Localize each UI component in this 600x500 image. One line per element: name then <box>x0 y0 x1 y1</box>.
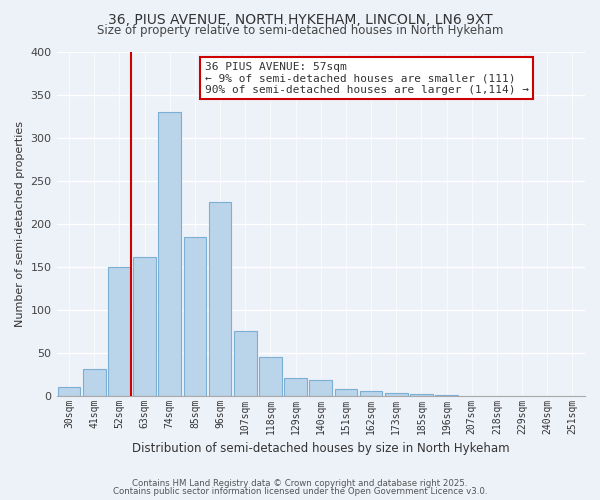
Bar <box>209 202 232 396</box>
Bar <box>435 395 458 396</box>
Text: 36 PIUS AVENUE: 57sqm
← 9% of semi-detached houses are smaller (111)
90% of semi: 36 PIUS AVENUE: 57sqm ← 9% of semi-detac… <box>205 62 529 95</box>
Bar <box>184 238 206 396</box>
Y-axis label: Number of semi-detached properties: Number of semi-detached properties <box>15 120 25 326</box>
Bar <box>284 378 307 396</box>
Text: Contains public sector information licensed under the Open Government Licence v3: Contains public sector information licen… <box>113 487 487 496</box>
Bar <box>360 392 382 396</box>
Text: Contains HM Land Registry data © Crown copyright and database right 2025.: Contains HM Land Registry data © Crown c… <box>132 478 468 488</box>
Bar <box>385 393 407 396</box>
Bar <box>259 357 282 396</box>
Text: Size of property relative to semi-detached houses in North Hykeham: Size of property relative to semi-detach… <box>97 24 503 37</box>
Bar <box>234 331 257 396</box>
Bar <box>108 266 131 396</box>
Bar <box>310 380 332 396</box>
Bar <box>133 257 156 396</box>
Bar <box>410 394 433 396</box>
X-axis label: Distribution of semi-detached houses by size in North Hykeham: Distribution of semi-detached houses by … <box>132 442 509 455</box>
Bar <box>58 387 80 396</box>
Text: 36, PIUS AVENUE, NORTH HYKEHAM, LINCOLN, LN6 9XT: 36, PIUS AVENUE, NORTH HYKEHAM, LINCOLN,… <box>107 12 493 26</box>
Bar <box>83 369 106 396</box>
Bar <box>158 112 181 396</box>
Bar <box>335 389 357 396</box>
